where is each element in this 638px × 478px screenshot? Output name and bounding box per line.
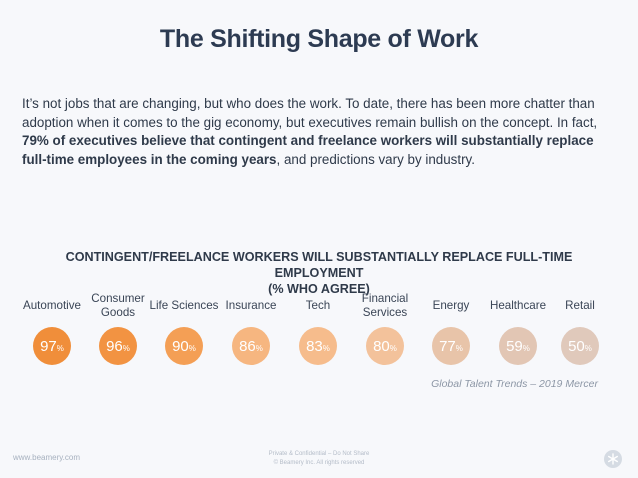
industry-label-retail: Retail [565,299,595,312]
footer-confidential: Private & Confidential – Do Not Share [268,451,370,457]
percent-sign: % [188,343,196,353]
chart-title-line-1: CONTINGENT/FREELANCE WORKERS WILL SUBSTA… [65,250,573,280]
industry-label-healthcare: Healthcare [489,299,547,312]
percent-sign: % [584,343,592,353]
footer-rights: © Beamery Inc. All rights reserved [273,460,365,466]
footer-legal: Private & Confidential – Do Not Share © … [219,450,419,468]
value-bubble-tech: 83% [299,327,337,365]
percent-sign: % [389,343,397,353]
beamery-logo-icon [604,450,622,468]
industry-label-automotive: Automotive [23,299,81,312]
industry-label-energy: Energy [432,299,470,312]
chart-title-line-2: (% WHO AGREE) [268,282,370,296]
industry-label-insurance: Insurance [225,299,277,312]
value-label-automotive: 97 [40,337,57,355]
intro-text-start: It’s not jobs that are changing, but who… [22,96,598,130]
value-label-financial-services: 80 [373,337,390,355]
industry-label-financial-services: Financial Services [361,292,409,319]
intro-text-end: , and predictions vary by industry. [276,151,475,167]
value-label-consumer-goods: 96 [106,337,123,355]
value-bubble-financial-services: 80% [366,327,404,365]
page-title: The Shifting Shape of Work [159,25,479,53]
value-label-insurance: 86 [239,337,256,355]
source-citation: Global Talent Trends – 2019 Mercer [431,378,598,390]
value-bubble-retail: 50% [561,327,599,365]
intro-highlight: 79% of executives believe that contingen… [22,133,594,167]
percent-sign: % [322,343,330,353]
footer-website-link[interactable]: www.beamery.com [13,453,80,462]
value-bubble-insurance: 86% [232,327,270,365]
value-label-life-sciences: 90 [172,337,189,355]
value-bubble-consumer-goods: 96% [99,327,137,365]
percent-sign: % [122,343,130,353]
intro-paragraph: It’s not jobs that are changing, but who… [22,95,617,169]
percent-sign: % [455,343,463,353]
value-label-energy: 77 [439,337,456,355]
value-label-retail: 50 [568,337,585,355]
chart-title: CONTINGENT/FREELANCE WORKERS WILL SUBSTA… [20,249,618,297]
value-bubble-energy: 77% [432,327,470,365]
value-bubble-automotive: 97% [33,327,71,365]
value-label-healthcare: 59 [506,337,523,355]
industry-label-consumer-goods: Consumer Goods [91,292,145,319]
value-bubble-healthcare: 59% [499,327,537,365]
percent-sign: % [255,343,263,353]
value-label-tech: 83 [306,337,323,355]
percent-sign: % [522,343,530,353]
value-bubble-life-sciences: 90% [165,327,203,365]
industry-label-life-sciences: Life Sciences [149,299,219,312]
industry-label-tech: Tech [305,299,331,312]
percent-sign: % [56,343,64,353]
